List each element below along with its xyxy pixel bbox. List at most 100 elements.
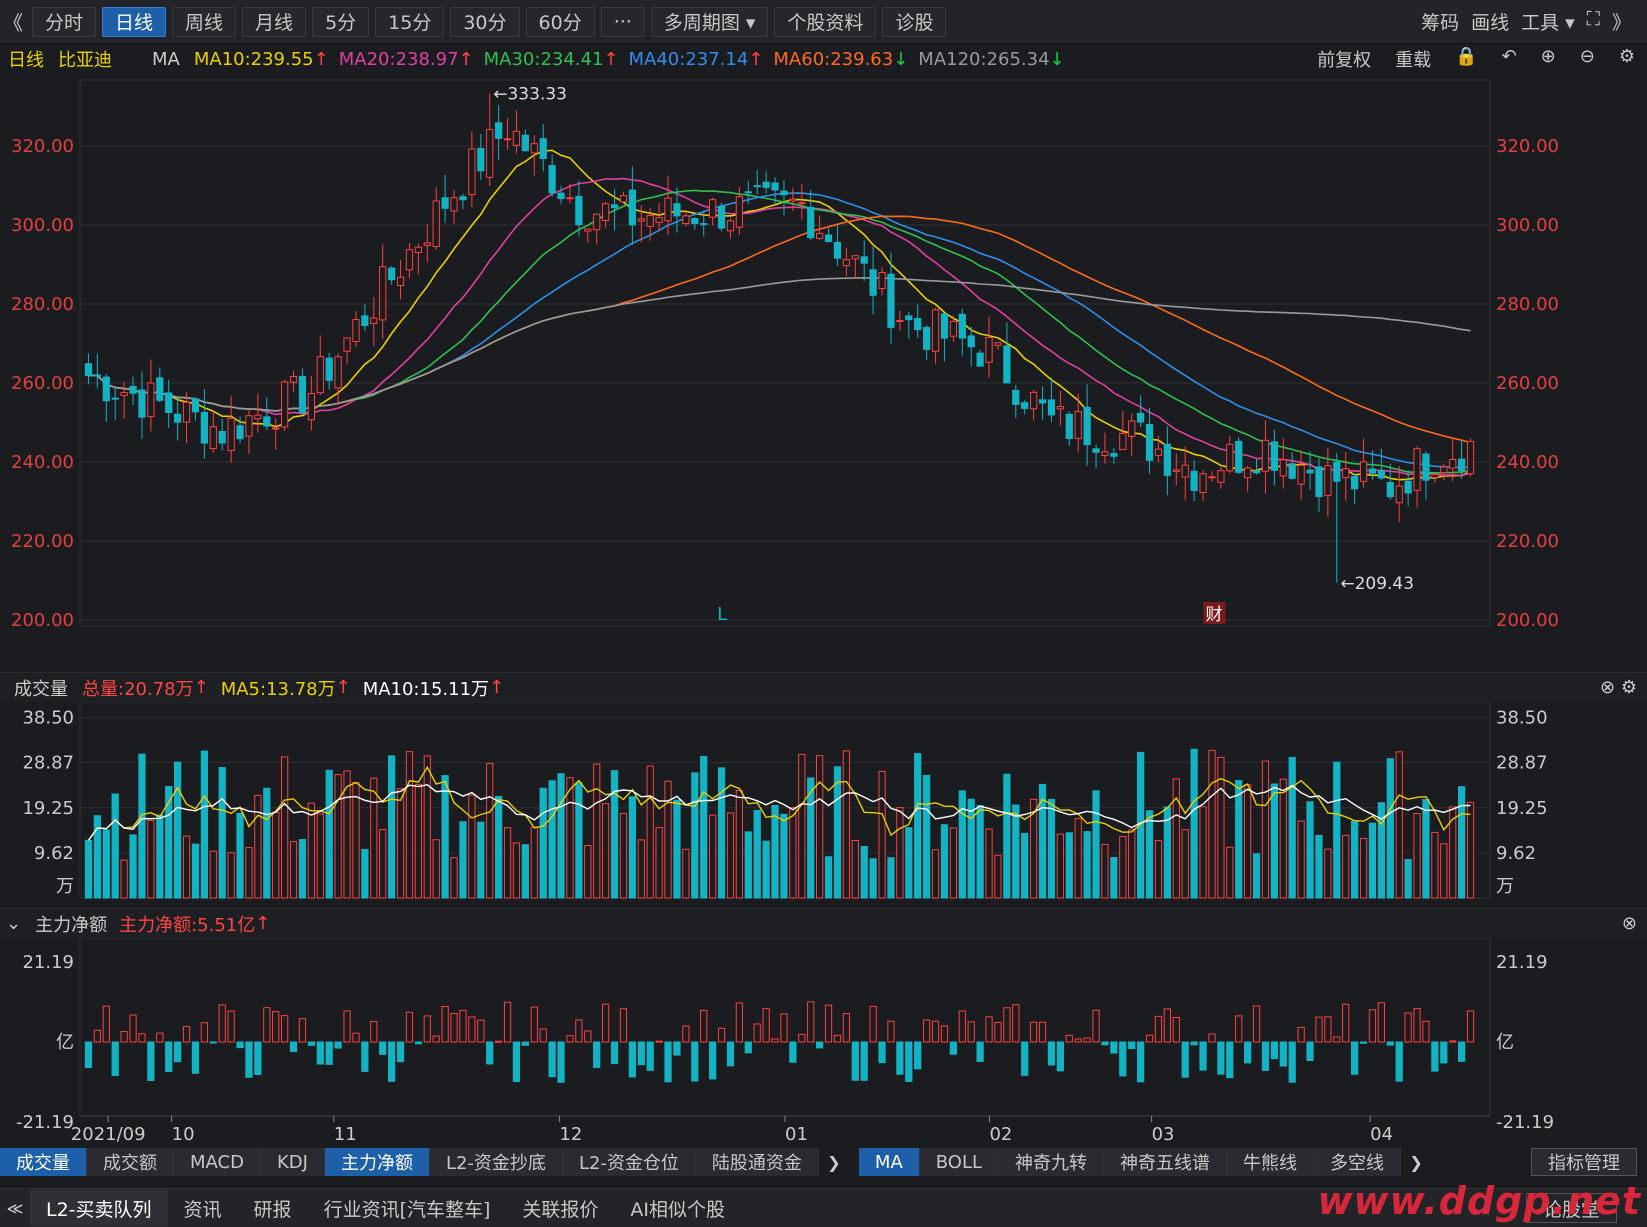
netflow-bar — [245, 1041, 253, 1078]
netflow-bar — [111, 1041, 119, 1076]
toolbar-right-2[interactable]: 工具 ▾ — [1521, 12, 1575, 34]
tab-period-5[interactable]: 15分 — [375, 6, 445, 37]
zoom-in-icon[interactable]: ⊕ — [1540, 46, 1556, 67]
zoom-out-icon[interactable]: ⊖ — [1579, 46, 1595, 67]
tab-period-3[interactable]: 月线 — [242, 6, 307, 37]
tab-period-6[interactable]: 30分 — [450, 6, 520, 37]
volume-header: 成交量 总量:20.78万 ↑ MA5:13.78万 ↑ MA10:15.11万 ↑ … — [0, 672, 1647, 702]
indicator-tab-0[interactable]: 成交量 — [0, 1148, 87, 1176]
indicator-tab-7[interactable]: 陆股通资金 — [695, 1148, 819, 1176]
netflow-bar — [503, 1001, 512, 1043]
price-tick-left: 260.00 — [11, 373, 74, 394]
ma-item: MA120:265.34↓ — [918, 49, 1064, 70]
chevron-right-icon[interactable]: ❯ — [1409, 1152, 1423, 1172]
lock-icon[interactable]: 🔒 — [1455, 46, 1478, 67]
event-mark-L[interactable]: L — [717, 604, 727, 625]
indicator-manage-button[interactable]: 指标管理 — [1531, 1148, 1637, 1176]
volume-bar — [610, 770, 619, 899]
indicator-tab-5[interactable]: L2-资金抄底 — [429, 1148, 563, 1176]
netflow-bar — [610, 1041, 619, 1065]
tab-period-0[interactable]: 分时 — [32, 6, 97, 37]
tab-period-8[interactable]: ··· — [600, 6, 645, 37]
info-tab-3[interactable]: 行业资讯[汽车整车] — [323, 1198, 491, 1221]
forum-button[interactable]: 论股堂 — [1525, 1193, 1617, 1223]
volume-bar — [1003, 773, 1011, 899]
indicator-tab-1[interactable]: 成交额 — [87, 1148, 174, 1176]
info-tab-1[interactable]: 资讯 — [183, 1198, 222, 1221]
overlay-tab-2[interactable]: 神奇九转 — [999, 1148, 1105, 1176]
tab-period-4[interactable]: 5分 — [312, 6, 370, 37]
candle — [1137, 395, 1145, 427]
indicator-tab-4[interactable]: 主力净额 — [324, 1148, 430, 1176]
collapse-icon[interactable]: ⌄ — [6, 913, 22, 934]
price-tick-left: 240.00 — [11, 452, 74, 473]
tab-period-2[interactable]: 周线 — [172, 6, 237, 37]
overlay-tab-3[interactable]: 神奇五线谱 — [1104, 1148, 1228, 1176]
netflow-bar — [521, 1041, 529, 1046]
candle — [602, 201, 610, 228]
candle — [272, 418, 280, 450]
netflow-bar — [1440, 1041, 1448, 1064]
ma20-line — [88, 177, 1471, 477]
tab-period-11[interactable]: 诊股 — [882, 6, 947, 37]
undo-icon[interactable]: ↶ — [1501, 46, 1517, 67]
event-mark-fin[interactable]: 财 — [1206, 605, 1223, 625]
info-tab-2[interactable]: 研报 — [253, 1198, 292, 1221]
tab-period-1[interactable]: 日线 — [102, 6, 167, 37]
toolbar-right-0[interactable]: 筹码 — [1421, 12, 1460, 34]
overlay-tab-5[interactable]: 多空线 — [1314, 1148, 1402, 1176]
volume-bar — [923, 774, 931, 899]
flow-tick-left: 亿 — [56, 1032, 74, 1053]
candle — [1056, 390, 1064, 426]
overlay-tab-1[interactable]: BOLL — [919, 1148, 1000, 1176]
volume-bar — [914, 753, 922, 899]
candle — [1368, 450, 1377, 480]
chevron-right-icon[interactable]: ❯ — [827, 1152, 841, 1172]
candle — [1422, 450, 1430, 500]
collapse-left-icon[interactable]: 《 — [3, 11, 23, 35]
collapse-icon[interactable]: ≪ — [6, 1198, 24, 1218]
info-tab-5[interactable]: AI相似个股 — [630, 1198, 726, 1221]
price-chart[interactable]: 320.00 320.00 300.00 300.00 280.00 280.00 260.… — [0, 72, 1647, 672]
indicator-tab-2[interactable]: MACD — [174, 1148, 261, 1176]
close-icon[interactable]: ⊗ — [1621, 913, 1637, 934]
netflow-bar — [1145, 1034, 1154, 1043]
volume-bar — [575, 782, 583, 899]
netflow-bar — [887, 1020, 895, 1043]
toolbar-right-1[interactable]: 画线 — [1471, 12, 1510, 34]
toolbar-right-4[interactable]: 》 — [1611, 12, 1631, 34]
indicator-tab-6[interactable]: L2-资金仓位 — [562, 1148, 696, 1176]
candle — [1119, 410, 1127, 451]
tab-period-10[interactable]: 个股资料 — [774, 6, 877, 37]
toolbar-right-3[interactable]: ⛶ — [1586, 8, 1600, 30]
adjust-mode[interactable]: 前复权 — [1317, 50, 1372, 71]
arrow-icon: ↑ — [313, 48, 329, 70]
candle — [726, 218, 735, 239]
overlay-tab-0[interactable]: MA — [858, 1148, 920, 1176]
indicator-tab-3[interactable]: KDJ — [260, 1148, 325, 1176]
candle — [334, 353, 342, 406]
info-tab-4[interactable]: 关联报价 — [522, 1198, 599, 1221]
reload-button[interactable]: 重载 — [1395, 50, 1432, 71]
candle — [673, 187, 681, 233]
candle — [816, 215, 824, 240]
volume-chart[interactable]: 38.50 38.50 28.87 28.87 19.25 19.25 9.62 9.62 万 万 — [0, 702, 1647, 900]
tab-period-7[interactable]: 60分 — [525, 6, 595, 37]
tab-period-9[interactable]: 多周期图 ▾ — [650, 6, 769, 37]
volume-bar — [298, 839, 307, 899]
netflow-bar — [833, 1034, 842, 1043]
close-icon[interactable]: ⊗ ⚙ — [1600, 677, 1637, 698]
netflow-bar — [93, 1029, 101, 1043]
candle — [530, 135, 538, 177]
ma-label[interactable]: MA — [152, 48, 180, 70]
info-tab-0[interactable]: L2-买卖队列 — [30, 1190, 168, 1226]
netflow-bar — [1021, 1041, 1029, 1076]
overlay-tab-4[interactable]: 牛熊线 — [1227, 1148, 1315, 1176]
volume-bar — [1047, 798, 1056, 899]
gear-icon[interactable]: ⚙ — [1618, 46, 1635, 67]
candle — [1003, 322, 1011, 384]
volume-bar — [539, 787, 547, 899]
candle — [405, 243, 414, 279]
netflow-bar — [459, 1009, 467, 1043]
